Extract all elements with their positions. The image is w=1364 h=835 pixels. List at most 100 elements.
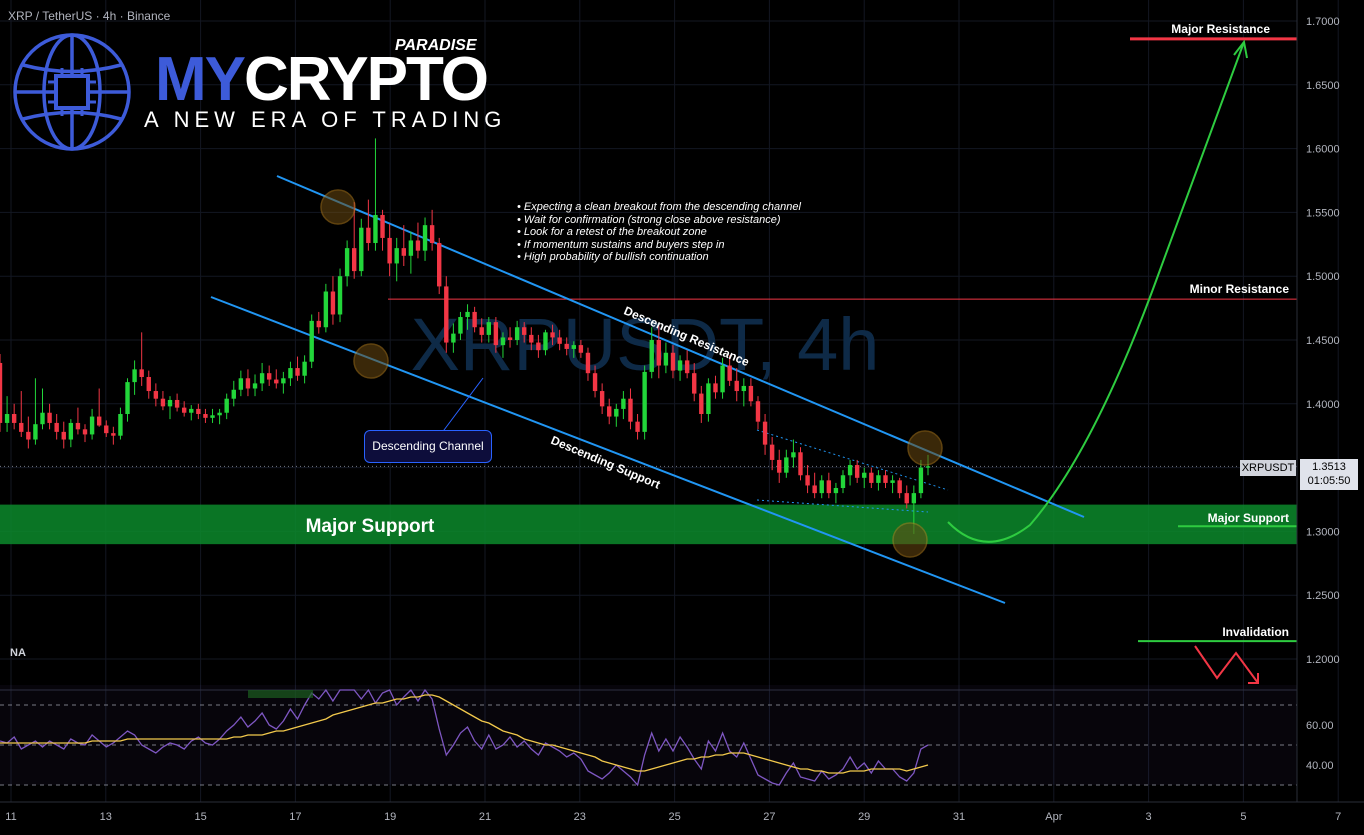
candle-body — [89, 416, 95, 435]
candle-body — [394, 248, 399, 264]
price-tick-label: 1.4500 — [1306, 335, 1340, 347]
candles — [0, 138, 931, 534]
invalidation-arrow — [1194, 645, 1259, 684]
candle-body — [210, 415, 215, 418]
candle-body — [153, 391, 159, 399]
descending-channel-callout[interactable]: Descending Channel — [364, 430, 492, 463]
candle-body — [47, 412, 52, 423]
time-tick-label: 31 — [953, 811, 965, 823]
candle-body — [755, 401, 761, 422]
candle-body — [19, 422, 24, 432]
last-price-label: 1.3513 01:05:50 — [1300, 459, 1358, 490]
candle-body — [203, 414, 208, 418]
candle-body — [918, 467, 924, 494]
candle-body — [146, 377, 151, 392]
candle-body — [727, 365, 732, 381]
candle-body — [706, 383, 711, 415]
rsi-background — [0, 685, 1297, 785]
brand-part1: MY — [155, 45, 246, 114]
highlight-circle — [892, 522, 928, 558]
candle-body — [911, 493, 917, 504]
candle-body — [61, 431, 66, 440]
candle-body — [224, 398, 229, 413]
candle-body — [380, 214, 385, 238]
note-item: Expecting a clean breakout from the desc… — [517, 201, 801, 214]
candle-body — [472, 311, 477, 328]
candle-body — [415, 240, 421, 251]
candle-body — [543, 332, 548, 351]
candle-body — [196, 408, 201, 415]
candle-body — [883, 475, 888, 483]
candle-body — [11, 414, 17, 423]
time-tick-label: 29 — [858, 811, 870, 823]
candle-body — [75, 422, 81, 430]
note-item: Look for a retest of the breakout zone — [517, 226, 801, 239]
candle-body — [791, 452, 796, 458]
candle-body — [465, 311, 470, 318]
price-tick-label: 1.6500 — [1306, 80, 1340, 92]
rsi-overbought-fill — [248, 690, 313, 698]
candle-body — [564, 343, 569, 349]
candle-body — [139, 369, 144, 378]
candle-body — [118, 414, 123, 436]
candle-body — [429, 225, 435, 244]
candle-body — [68, 422, 74, 440]
highlight-circle — [320, 189, 356, 225]
globe-logo-icon — [13, 33, 131, 151]
candle-body — [401, 248, 406, 256]
candle-body — [330, 291, 336, 315]
highlight-circles — [320, 189, 943, 558]
time-tick-label: 7 — [1335, 811, 1341, 823]
price-tick-label: 1.4000 — [1306, 399, 1340, 411]
candle-body — [26, 431, 31, 440]
candle-body — [288, 368, 293, 379]
candle-body — [189, 408, 194, 413]
candle-body — [840, 475, 846, 489]
candle-body — [550, 332, 555, 338]
projection-path — [947, 39, 1259, 684]
time-tick-label: 5 — [1240, 811, 1246, 823]
candle-body — [500, 337, 506, 346]
candle-body — [812, 485, 817, 494]
candle-body — [869, 472, 874, 483]
symbol-title: XRP / TetherUS · 4h · Binance — [8, 9, 171, 23]
rsi-pane — [0, 685, 1297, 787]
price-tick-label: 1.6000 — [1306, 144, 1340, 156]
note-item: If momentum sustains and buyers step in — [517, 239, 801, 252]
candle-body — [352, 248, 357, 272]
candle-body — [33, 424, 38, 440]
candle-body — [777, 459, 782, 473]
time-tick-label: 13 — [100, 811, 112, 823]
candle-body — [769, 444, 775, 460]
candle-body — [925, 466, 931, 468]
candle-body — [387, 237, 392, 264]
descending-support-line — [210, 296, 1006, 604]
candle-body — [54, 422, 59, 432]
symbol-price-tag: XRPUSDT — [1240, 460, 1296, 476]
candle-body — [748, 385, 754, 402]
note-item: High probability of bullish continuation — [517, 251, 801, 264]
candle-body — [0, 362, 3, 423]
candle-body — [493, 322, 499, 346]
candle-body — [833, 488, 839, 494]
candle-body — [571, 345, 576, 349]
candle-body — [656, 340, 662, 366]
candle-body — [479, 327, 484, 335]
candle-body — [437, 243, 442, 287]
candle-body — [344, 248, 350, 277]
channel-lines — [210, 175, 1085, 604]
candle-body — [217, 412, 222, 416]
candle-body — [663, 352, 669, 366]
candle-body — [181, 407, 187, 413]
major-support-zone-label: Major Support — [306, 516, 435, 537]
candle-body — [96, 416, 102, 426]
invalidation-label: Invalidation — [1222, 625, 1289, 639]
brand-logo: MYCRYPTO — [155, 45, 489, 114]
candle-body — [238, 378, 244, 390]
rsi-line — [0, 688, 929, 787]
projection-arrowhead — [1233, 39, 1248, 59]
candle-body — [649, 340, 654, 372]
candle-body — [699, 393, 704, 415]
